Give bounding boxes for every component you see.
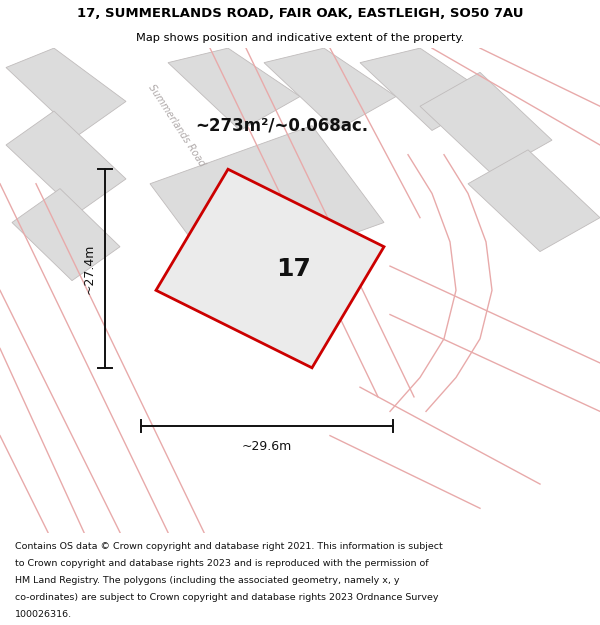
Polygon shape [264,48,396,131]
Text: HM Land Registry. The polygons (including the associated geometry, namely x, y: HM Land Registry. The polygons (includin… [15,576,400,585]
Text: Summerlands Road: Summerlands Road [147,82,207,169]
Polygon shape [6,48,126,135]
Text: Map shows position and indicative extent of the property.: Map shows position and indicative extent… [136,32,464,43]
Text: 17, SUMMERLANDS ROAD, FAIR OAK, EASTLEIGH, SO50 7AU: 17, SUMMERLANDS ROAD, FAIR OAK, EASTLEIG… [77,7,523,20]
Polygon shape [360,48,492,131]
Text: Contains OS data © Crown copyright and database right 2021. This information is : Contains OS data © Crown copyright and d… [15,542,443,551]
Polygon shape [168,48,300,131]
Polygon shape [468,150,600,251]
Text: ~27.4m: ~27.4m [83,243,96,294]
Polygon shape [150,126,384,281]
Text: 100026316.: 100026316. [15,610,72,619]
Text: 17: 17 [277,256,311,281]
Polygon shape [6,111,126,212]
Polygon shape [420,72,552,174]
Polygon shape [156,169,384,368]
Text: ~29.6m: ~29.6m [242,441,292,454]
Polygon shape [12,189,120,281]
Text: ~273m²/~0.068ac.: ~273m²/~0.068ac. [196,117,368,134]
Text: co-ordinates) are subject to Crown copyright and database rights 2023 Ordnance S: co-ordinates) are subject to Crown copyr… [15,593,439,602]
Text: to Crown copyright and database rights 2023 and is reproduced with the permissio: to Crown copyright and database rights 2… [15,559,428,568]
